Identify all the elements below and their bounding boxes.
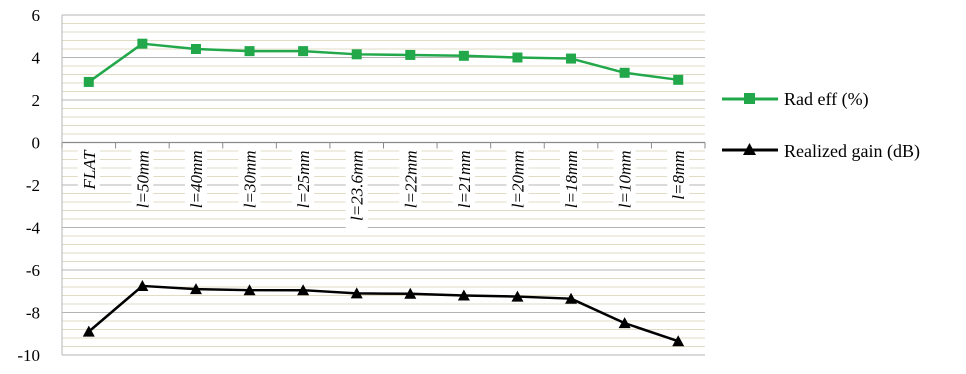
- category-label-background: [399, 150, 422, 210]
- x-axis-category-labels: FLAT l=50mm l=40mm l=30mm l=25mm l=23.6mm l=22…: [77, 149, 690, 229]
- series-line: [88, 42, 679, 83]
- x-category-label: l=20mm: [508, 151, 527, 209]
- data-point-triangle: [350, 287, 363, 299]
- x-category-label: FLAT: [80, 149, 99, 191]
- data-point-square: [458, 50, 469, 61]
- category-label-group: FLAT: [77, 149, 100, 192]
- data-point-triangle: [243, 284, 256, 296]
- data-point-triangle: [618, 317, 631, 329]
- category-label-background: [667, 150, 690, 201]
- x-category-label: l=21mm: [455, 151, 474, 209]
- data-point-square: [190, 44, 201, 54]
- data-point-triangle: [136, 279, 149, 291]
- legend-marker-square: [744, 93, 755, 104]
- category-label-background: [560, 150, 583, 210]
- x-category-label: l=10mm: [616, 151, 635, 209]
- category-label-group: l=22mm: [399, 150, 422, 210]
- legend-marker-triangle: [743, 143, 756, 155]
- category-label-background: [506, 150, 529, 210]
- x-category-label: l=50mm: [133, 151, 152, 209]
- data-point-triangle: [189, 283, 202, 295]
- category-label-background: [184, 150, 207, 210]
- category-label-background: [292, 150, 315, 210]
- legend-label-rad-eff: Rad eff (%): [784, 89, 869, 110]
- data-point-square: [512, 52, 523, 63]
- data-point-square: [298, 46, 309, 57]
- category-label-background: [77, 150, 100, 192]
- x-category-label: l=30mm: [241, 151, 260, 209]
- category-label-group: l=50mm: [131, 150, 154, 210]
- data-point-square: [405, 49, 416, 60]
- x-category-label: l=40mm: [187, 151, 206, 209]
- legend-item-realized-gain: Realized gain (dB): [722, 141, 920, 162]
- data-point-square: [244, 46, 255, 57]
- data-point-triangle: [82, 325, 95, 337]
- category-label-background: [452, 150, 475, 210]
- y-tick-label: -2: [26, 176, 40, 195]
- data-point-square: [83, 76, 94, 87]
- category-label-group: l=23.6mm: [345, 150, 368, 229]
- series-rad-eff: [83, 38, 684, 87]
- data-point-square: [351, 49, 362, 60]
- y-tick-label: -8: [26, 304, 40, 323]
- data-point-triangle: [565, 292, 578, 304]
- category-label-group: l=20mm: [506, 150, 529, 210]
- data-point-triangle: [511, 290, 524, 302]
- data-point-triangle: [672, 335, 685, 347]
- category-label-group: l=10mm: [613, 150, 636, 210]
- data-point-square: [619, 67, 630, 78]
- y-axis-tick-labels: 6 4 2 0 -2 -4 -6 -8 -10: [17, 6, 40, 365]
- category-separators: [61, 142, 706, 149]
- x-category-label: l=18mm: [562, 151, 581, 209]
- category-label-group: l=30mm: [238, 150, 261, 210]
- category-label-group: l=40mm: [184, 150, 207, 210]
- series-line: [87, 284, 679, 343]
- series-realized-gain: [82, 279, 685, 347]
- data-point-triangle: [457, 289, 470, 301]
- x-category-label: l=23.6mm: [348, 151, 367, 222]
- category-label-background: [238, 150, 261, 210]
- y-tick-label: -6: [26, 261, 40, 280]
- series-layer: [82, 38, 685, 347]
- y-tick-label: 0: [32, 134, 41, 153]
- y-tick-label: 2: [32, 91, 41, 110]
- data-point-square: [673, 74, 684, 85]
- x-category-label: l=22mm: [401, 151, 420, 209]
- data-point-square: [566, 53, 577, 64]
- category-label-background: [131, 150, 154, 210]
- x-category-label: l=8mm: [669, 151, 688, 200]
- category-label-background: [345, 150, 368, 229]
- category-label-group: l=25mm: [292, 150, 315, 210]
- y-tick-label: 4: [32, 49, 41, 68]
- y-tick-label: -10: [17, 346, 40, 365]
- y-tick-label: -4: [26, 219, 41, 238]
- legend-item-rad-eff: Rad eff (%): [722, 89, 869, 110]
- category-label-group: l=18mm: [560, 150, 583, 210]
- x-category-label: l=25mm: [294, 151, 313, 209]
- legend: Rad eff (%) Realized gain (dB): [722, 89, 920, 162]
- data-point-triangle: [297, 284, 310, 296]
- legend-label-realized-gain: Realized gain (dB): [784, 141, 920, 162]
- data-point-square: [137, 38, 148, 49]
- category-label-group: l=21mm: [452, 150, 475, 210]
- y-tick-label: 6: [32, 6, 41, 25]
- category-label-background: [613, 150, 636, 210]
- category-label-group: l=8mm: [667, 150, 690, 201]
- data-point-triangle: [404, 287, 417, 299]
